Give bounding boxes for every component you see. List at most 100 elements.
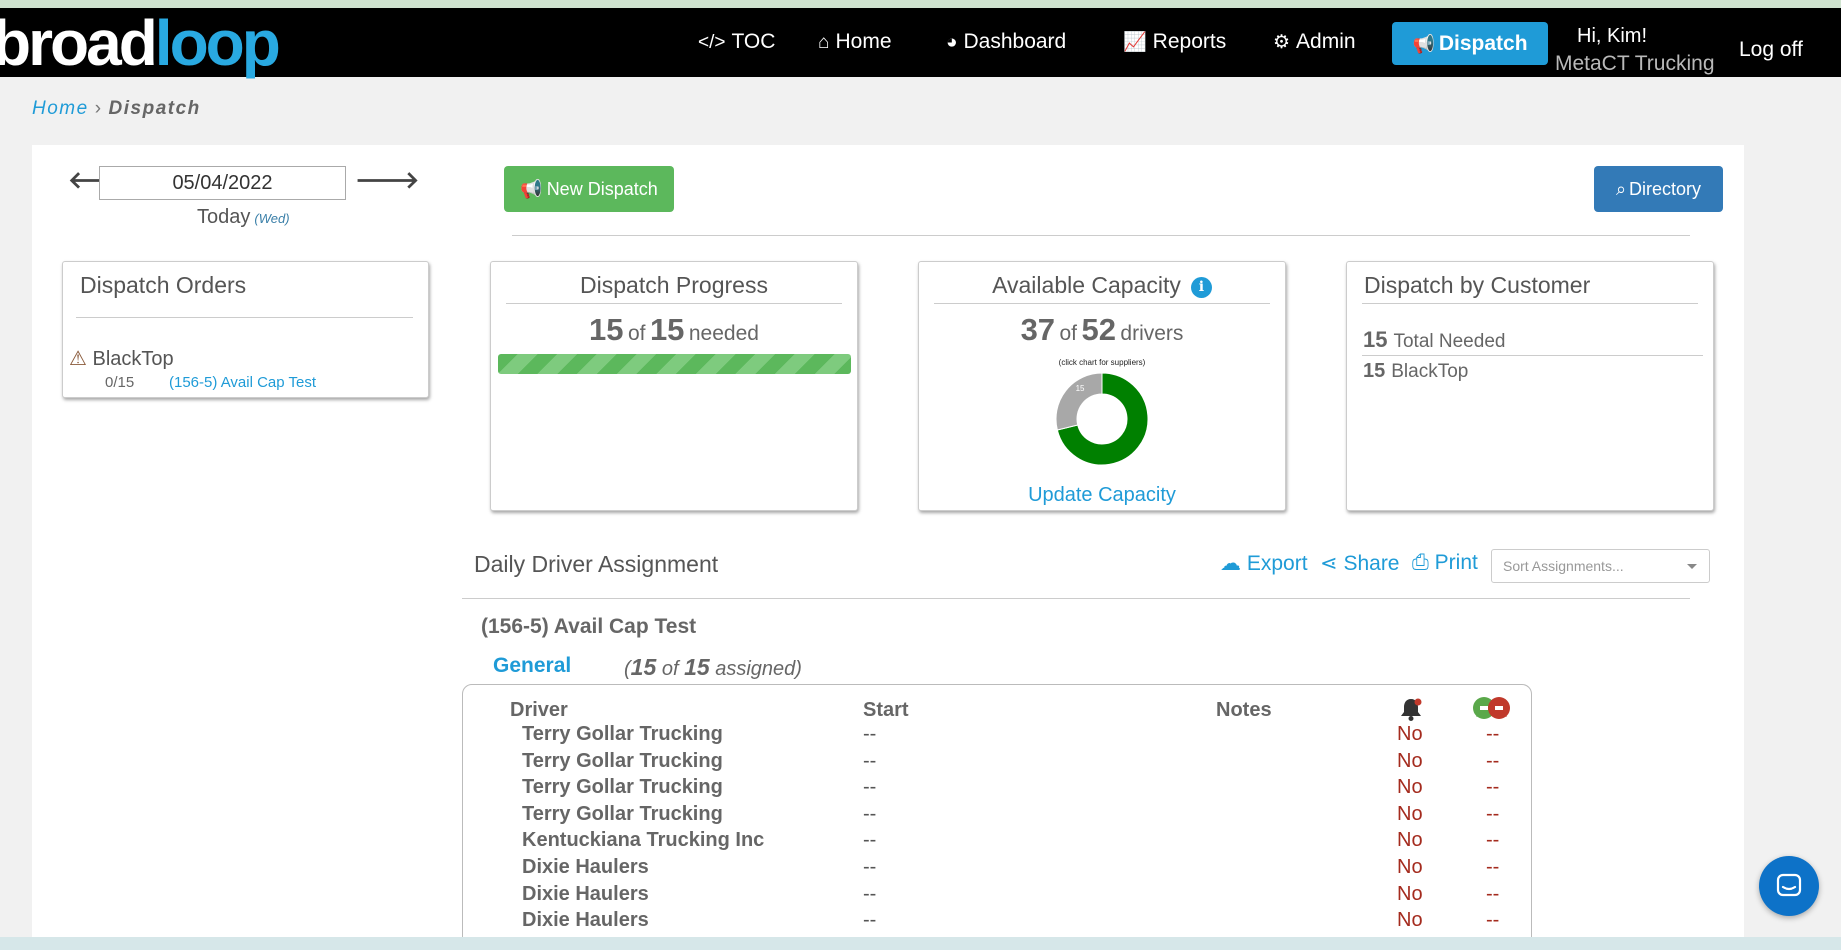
notified-cell: No	[1397, 776, 1423, 799]
breadcrumb-current: Dispatch	[108, 98, 201, 119]
divider	[506, 303, 842, 304]
start-cell: --	[863, 882, 877, 905]
col-start[interactable]: Start	[863, 699, 909, 721]
col-notes[interactable]: Notes	[1216, 699, 1272, 721]
progress-count: 15 of 15 needed	[589, 312, 759, 347]
share-button[interactable]: ⋖ Share	[1320, 552, 1400, 575]
chat-icon	[1776, 873, 1802, 897]
table-row[interactable]: Terry Gollar Trucking -- No --	[463, 750, 1531, 776]
assigned-count: (15 of 15 assigned)	[624, 654, 802, 680]
top-navbar: broadloop </> TOC ⌂ Home ◕ Dashboard 📈 Repor…	[0, 8, 1841, 77]
driver-cell: Dixie Haulers	[522, 882, 649, 905]
start-cell: --	[863, 749, 877, 772]
card-title: Dispatch Orders	[80, 272, 247, 298]
response-cell: --	[1486, 776, 1500, 799]
caret-down-icon	[1687, 564, 1697, 569]
top-strip	[0, 0, 1841, 8]
nav-dispatch[interactable]: 📢 Dispatch	[1392, 22, 1548, 65]
breadcrumb: Home › Dispatch	[32, 98, 201, 120]
response-chat-icon	[1471, 696, 1517, 722]
table-row[interactable]: Dixie Haulers -- No --	[463, 883, 1531, 909]
bell-icon	[1398, 696, 1424, 722]
start-cell: --	[863, 776, 877, 799]
divider	[462, 598, 1690, 599]
new-dispatch-button[interactable]: 📢 New Dispatch	[504, 166, 674, 212]
broadloop-logo[interactable]: broadloop	[0, 7, 281, 79]
response-cell: --	[1486, 856, 1500, 878]
directory-button[interactable]: ⌕ Directory	[1594, 166, 1723, 212]
driver-cell: Terry Gollar Trucking	[522, 802, 723, 825]
start-cell: --	[863, 723, 877, 745]
divider	[934, 303, 1270, 304]
date-input[interactable]: 05/04/2022	[99, 166, 346, 200]
notified-cell: No	[1397, 749, 1423, 772]
table-row[interactable]: Terry Gollar Trucking -- No --	[463, 723, 1531, 749]
chart-note: (click chart for suppliers)	[1058, 358, 1146, 367]
notified-cell: No	[1397, 829, 1423, 852]
response-cell: --	[1486, 749, 1500, 772]
tab-general[interactable]: General	[493, 654, 572, 677]
table-row[interactable]: Kentuckiana Trucking Inc -- No --	[463, 829, 1531, 855]
donut-slice-label: 15	[1076, 384, 1085, 393]
line-chart-icon: 📈	[1123, 32, 1147, 53]
job-title: (156-5) Avail Cap Test	[481, 615, 697, 638]
cloud-download-icon: ☁	[1220, 552, 1241, 575]
table-row[interactable]: Dixie Haulers -- No --	[463, 909, 1531, 935]
user-company: MetaCT Trucking	[1555, 52, 1715, 75]
nav-toc[interactable]: </> TOC	[698, 30, 776, 53]
response-cell: --	[1486, 723, 1500, 745]
notified-cell: No	[1397, 723, 1423, 745]
order-link[interactable]: (156-5) Avail Cap Test	[169, 374, 317, 391]
driver-cell: Terry Gollar Trucking	[522, 723, 723, 745]
share-icon: ⋖	[1320, 552, 1338, 575]
update-capacity-link[interactable]: Update Capacity	[1028, 484, 1176, 506]
table-row[interactable]: Dixie Haulers -- No --	[463, 856, 1531, 882]
notified-cell: No	[1397, 882, 1423, 905]
breadcrumb-home[interactable]: Home	[32, 98, 89, 119]
chat-launcher-button[interactable]	[1759, 856, 1819, 916]
driver-cell: Dixie Haulers	[522, 909, 649, 932]
nav-reports[interactable]: 📈 Reports	[1123, 30, 1227, 53]
driver-assignment-table: Driver Start Notes Terry Gollar Trucking…	[462, 684, 1532, 950]
donut-slice[interactable]	[1056, 372, 1149, 466]
driver-cell: Dixie Haulers	[522, 856, 649, 878]
divider	[76, 317, 413, 318]
card-title: Dispatch by Customer	[1364, 272, 1591, 298]
info-icon[interactable]: i	[1190, 277, 1212, 298]
section-title: Daily Driver Assignment	[474, 551, 719, 577]
dispatch-by-customer-card: Dispatch by Customer 15 Total Needed 15 Bl…	[1346, 261, 1714, 511]
bottom-bar	[0, 937, 1841, 950]
available-capacity-card: Available Capacity i 37 of 52 drivers (cl…	[918, 261, 1286, 511]
divider	[512, 235, 1690, 236]
notified-cell: No	[1397, 802, 1423, 825]
donut-slice[interactable]	[1055, 372, 1103, 431]
divider	[1362, 355, 1703, 356]
nav-dashboard[interactable]: ◕ Dashboard	[946, 30, 1067, 53]
logoff-link[interactable]: Log off	[1739, 38, 1803, 61]
notified-cell: No	[1397, 856, 1423, 878]
response-cell: --	[1486, 909, 1500, 932]
table-row[interactable]: Terry Gollar Trucking -- No --	[463, 803, 1531, 829]
dispatch-progress-card: Dispatch Progress 15 of 15 needed	[490, 261, 858, 511]
nav-home[interactable]: ⌂ Home	[818, 30, 892, 53]
export-button[interactable]: ☁ Export	[1220, 552, 1308, 575]
divider	[1362, 303, 1698, 304]
customer-row: 15 BlackTop	[1363, 360, 1469, 382]
driver-cell: Terry Gollar Trucking	[522, 776, 723, 799]
table-row[interactable]: Terry Gollar Trucking -- No --	[463, 776, 1531, 802]
response-cell: --	[1486, 802, 1500, 825]
next-day-arrow-icon[interactable]: 🡒	[355, 167, 420, 194]
pie-chart-icon: ◕	[946, 32, 958, 53]
code-icon: </>	[698, 32, 726, 53]
start-cell: --	[863, 856, 877, 878]
dispatch-orders-card: Dispatch Orders ⚠ BlackTop 0/15 (156-5) …	[62, 261, 429, 398]
card-title: Dispatch Progress	[580, 272, 768, 298]
driver-cell: Terry Gollar Trucking	[522, 749, 723, 772]
sort-assignments-select[interactable]: Sort Assignments...	[1491, 549, 1710, 583]
print-button[interactable]: ⎙ Print	[1412, 551, 1478, 574]
capacity-donut-chart[interactable]: 37 15	[1052, 369, 1152, 469]
col-driver[interactable]: Driver	[510, 699, 568, 721]
nav-admin[interactable]: ⚙ Admin	[1273, 30, 1356, 53]
printer-icon: ⎙	[1412, 551, 1429, 574]
user-greeting: Hi, Kim!	[1577, 25, 1647, 47]
